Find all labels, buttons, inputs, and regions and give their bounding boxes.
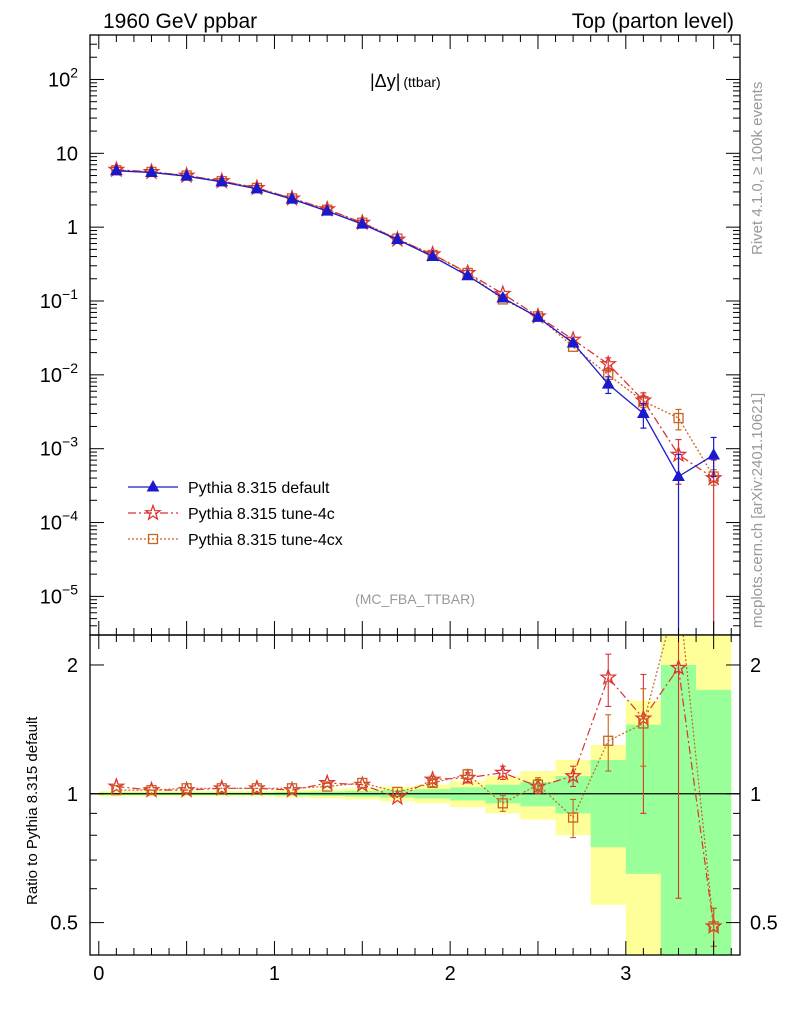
- ratio-y-tick-label-right: 2: [750, 655, 761, 677]
- ratio-point-tune4cx: [708, 921, 719, 932]
- data-point-default: [320, 204, 334, 216]
- ratio-point-tune4c: [493, 763, 512, 781]
- plot-title-sub: (ttbar): [403, 74, 440, 90]
- ratio-point-tune4cx: [462, 769, 473, 780]
- ratio-point-tune4cx: [322, 781, 333, 792]
- y-tick-label: 1: [67, 217, 78, 239]
- ratio-point-tune4cx: [357, 777, 368, 789]
- data-point-default: [707, 448, 720, 460]
- ratio-point-tune4c: [212, 778, 231, 797]
- x-tick-label: 0: [93, 963, 104, 985]
- ratio-point-tune4cx: [146, 784, 157, 796]
- legend-marker-tune4c: [144, 503, 162, 521]
- data-point-default: [250, 181, 264, 194]
- data-point-default: [391, 232, 404, 245]
- ratio-line-tune4cx: [116, 635, 715, 927]
- ratio-series-group: [90, 635, 740, 955]
- ratio-y-tick-label-right: 1: [750, 784, 761, 806]
- legend: Pythia 8.315 default Pythia 8.315 tune-4c…: [128, 479, 343, 549]
- legend-label-tune4c: Pythia 8.315 tune-4c: [188, 506, 335, 523]
- ratio-point-tune4cx: [392, 786, 403, 798]
- ratio-panel: 2 2 1 1 0.5 0.5 0 1 2 3 Ratio to Pythia 8.315 def…: [24, 634, 778, 985]
- ratio-point-tune4cx: [286, 783, 298, 794]
- ratio-ylabel: Ratio to Pythia 8.315 default: [24, 716, 41, 905]
- rivet-label: Rivet 4.1.0, ≥ 100k events: [749, 82, 766, 255]
- y-tick-label: 102: [48, 64, 78, 91]
- ratio-point-tune4cx: [567, 812, 579, 823]
- ratio-point-tune4cx: [532, 779, 544, 790]
- ratio-point-tune4cx: [497, 798, 508, 809]
- x-tick-label: 3: [620, 963, 631, 985]
- ratio-y-tick-label-right: 0.5: [750, 913, 778, 935]
- ratio-point-tune4c: [318, 773, 337, 791]
- ratio-point-tune4cx: [638, 718, 649, 729]
- ratio-point-tune4cx: [251, 783, 263, 794]
- legend-marker-default: [146, 479, 160, 492]
- main-axis-ticks: 102 10 1 10−1 10−2 10−3 10−4 10−5: [40, 34, 740, 636]
- mcplots-label: mcplots.cern.ch [arXiv:2401.10621]: [749, 393, 766, 628]
- ratio-point-tune4c: [669, 658, 688, 676]
- y-tick-label: 10−2: [40, 360, 78, 387]
- ratio-point-tune4c: [564, 766, 583, 784]
- data-point-default: [355, 217, 369, 229]
- uncertainty-band-green: [590, 759, 626, 848]
- ratio-axis-ticks: 2 2 1 1 0.5 0.5 0 1 2 3: [50, 635, 778, 985]
- ratio-point-tune4cx: [111, 784, 122, 796]
- ratio-point-tune4c: [388, 787, 407, 806]
- data-point-tune4cx: [673, 412, 684, 424]
- data-point-default: [145, 165, 158, 177]
- legend-label-tune4cx: Pythia 8.315 tune-4cx: [188, 532, 343, 549]
- ratio-point-tune4cx: [603, 735, 614, 746]
- main-series-group: [107, 160, 723, 635]
- ratio-point-tune4cx: [181, 783, 192, 794]
- collision-label: 1960 GeV ppbar: [103, 10, 257, 33]
- ratio-y-tick-label-left: 2: [67, 655, 78, 677]
- y-tick-label: 10−3: [40, 434, 78, 461]
- x-tick-label: 2: [445, 963, 456, 985]
- data-point-default: [531, 310, 545, 322]
- data-point-default: [461, 268, 475, 281]
- series-line-default: [116, 170, 714, 478]
- y-tick-label: 10−5: [40, 581, 78, 608]
- main-panel: 102 10 1 10−1 10−2 10−3 10−4 10−5 |Δy| (ttbar) (…: [40, 34, 741, 636]
- ratio-point-tune4cx: [216, 783, 227, 794]
- data-point-default: [566, 335, 580, 348]
- analysis-watermark: (MC_FBA_TTBAR): [355, 591, 475, 607]
- data-point-default: [601, 377, 615, 389]
- x-tick-label: 1: [269, 963, 280, 985]
- data-point-default: [637, 406, 650, 418]
- data-point-default: [672, 469, 685, 482]
- ratio-point-tune4c: [247, 778, 266, 797]
- main-data-layer: [107, 160, 723, 635]
- y-tick-label: 10: [56, 143, 78, 165]
- series-line-tune4c: [116, 169, 714, 479]
- plot-title-main: |Δy|: [370, 71, 400, 91]
- data-point-default: [180, 169, 193, 181]
- data-point-default: [285, 192, 299, 204]
- data-point-tune4c: [704, 468, 723, 486]
- data-point-default: [215, 174, 229, 187]
- data-point-default: [110, 163, 123, 176]
- plot-title: |Δy| (ttbar): [370, 71, 441, 91]
- process-label: Top (parton level): [572, 10, 734, 33]
- legend-marker-tune4cx: [147, 533, 159, 545]
- ratio-y-tick-label-left: 1: [67, 784, 78, 806]
- legend-label-default: Pythia 8.315 default: [188, 480, 330, 497]
- y-tick-label: 10−1: [40, 286, 78, 313]
- ratio-point-tune4cx: [427, 777, 438, 789]
- series-line-tune4cx: [116, 169, 715, 477]
- data-point-tune4c: [599, 354, 618, 372]
- ratio-point-tune4c: [142, 780, 161, 798]
- ratio-y-tick-label-left: 0.5: [50, 913, 78, 935]
- ratio-line-tune4c: [116, 666, 715, 927]
- ratio-point-tune4c: [599, 668, 618, 686]
- ratio-data-layer: [90, 635, 740, 955]
- y-tick-label: 10−4: [40, 508, 78, 535]
- data-point-default: [426, 249, 439, 262]
- data-point-default: [496, 290, 510, 303]
